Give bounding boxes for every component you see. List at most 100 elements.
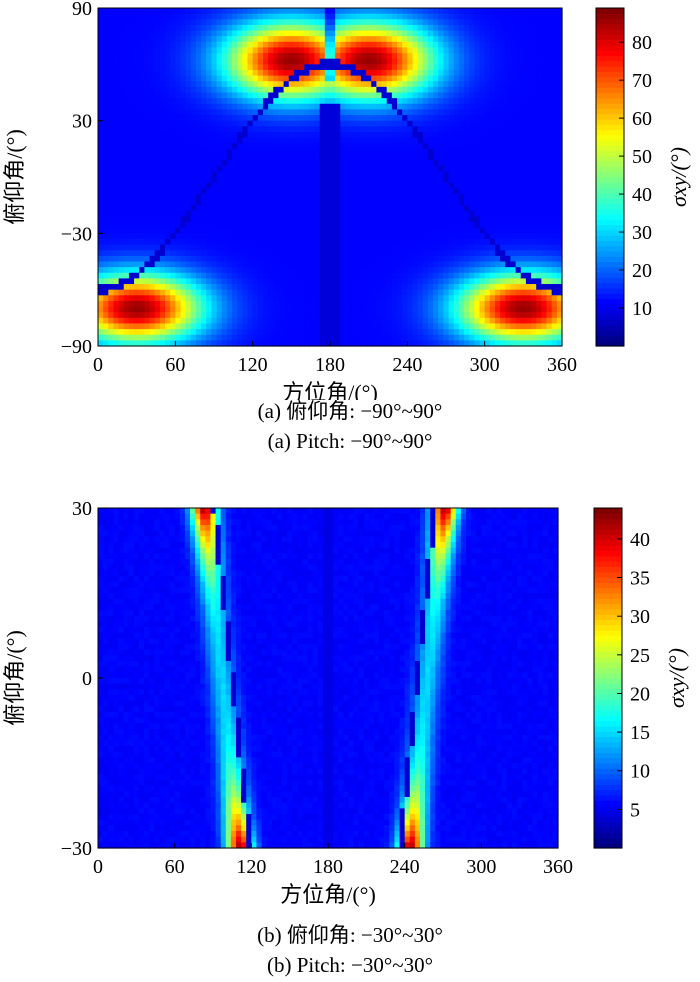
heatmap-cell — [433, 70, 439, 76]
heatmap-cell — [160, 250, 166, 256]
heatmap-cell — [196, 318, 202, 324]
heatmap-cell — [211, 171, 217, 177]
heatmap-cell — [232, 143, 238, 149]
heatmap-cell — [474, 59, 480, 65]
heatmap-cell — [418, 126, 424, 132]
heatmap-cell — [443, 278, 449, 284]
heatmap-cell — [454, 149, 460, 155]
heatmap-cell — [248, 177, 254, 183]
heatmap-cell — [232, 121, 238, 127]
heatmap-cell — [495, 126, 501, 132]
heatmap-cell — [227, 98, 233, 104]
heatmap-cell — [449, 25, 455, 31]
heatmap-cell — [325, 8, 331, 14]
heatmap-cell — [222, 245, 228, 251]
heatmap-cell — [175, 19, 181, 25]
heatmap-cell — [340, 245, 346, 251]
heatmap-cell — [330, 188, 336, 194]
heatmap-cell — [402, 14, 408, 20]
heatmap-cell — [165, 256, 171, 262]
heatmap-cell — [315, 81, 321, 87]
heatmap-cell — [196, 307, 202, 313]
heatmap-cell — [387, 59, 393, 65]
heatmap-cell — [237, 14, 243, 20]
heatmap-cell — [376, 200, 382, 206]
heatmap-cell — [191, 126, 197, 132]
heatmap-cell — [325, 87, 331, 93]
heatmap-cell — [428, 154, 434, 160]
heatmap-cell — [108, 8, 114, 14]
heatmap-cell — [180, 19, 186, 25]
heatmap-cell — [366, 154, 372, 160]
heatmap-cell — [124, 98, 130, 104]
heatmap-cell — [98, 70, 104, 76]
heatmap-cell — [325, 25, 331, 31]
heatmap-cell — [454, 104, 460, 110]
heatmap-cell — [180, 81, 186, 87]
heatmap-cell — [201, 200, 207, 206]
heatmap-cell — [371, 183, 377, 189]
heatmap-cell — [253, 160, 259, 166]
heatmap-cell — [160, 239, 166, 245]
heatmap-cell — [124, 166, 130, 172]
heatmap-cell — [351, 64, 357, 70]
heatmap-cell — [438, 262, 444, 268]
heatmap-cell — [289, 109, 295, 115]
heatmap-cell — [304, 284, 310, 290]
heatmap-cell — [325, 273, 331, 279]
heatmap-cell — [345, 143, 351, 149]
heatmap-cell — [191, 171, 197, 177]
heatmap-cell — [423, 76, 429, 82]
heatmap-cell — [253, 31, 259, 37]
heatmap-cell — [412, 64, 418, 70]
heatmap-cell — [330, 318, 336, 324]
heatmap-cell — [186, 126, 192, 132]
heatmap-cell — [480, 81, 486, 87]
heatmap-cell — [139, 47, 145, 53]
heatmap-cell — [376, 98, 382, 104]
heatmap-cell — [180, 166, 186, 172]
heatmap-cell — [278, 31, 284, 37]
heatmap-cell — [392, 42, 398, 48]
heatmap-cell — [180, 239, 186, 245]
heatmap-cell — [382, 154, 388, 160]
heatmap-cell — [495, 222, 501, 228]
heatmap-cell — [263, 301, 269, 307]
heatmap-cell — [186, 290, 192, 296]
heatmap-cell — [175, 143, 181, 149]
heatmap-cell — [387, 323, 393, 329]
heatmap-cell — [263, 205, 269, 211]
heatmap-cell — [407, 307, 413, 313]
heatmap-cell — [387, 228, 393, 234]
heatmap-cell — [253, 284, 259, 290]
heatmap-cell — [294, 222, 300, 228]
heatmap-cell — [299, 329, 305, 335]
heatmap-cell — [382, 87, 388, 93]
heatmap-cell — [134, 295, 140, 301]
heatmap-cell — [98, 36, 104, 42]
heatmap-cell — [201, 87, 207, 93]
heatmap-cell — [485, 233, 491, 239]
heatmap-cell — [124, 290, 130, 296]
heatmap-cell — [289, 25, 295, 31]
heatmap-cell — [98, 233, 104, 239]
heatmap-cell — [340, 143, 346, 149]
heatmap-cell — [248, 233, 254, 239]
heatmap-cell — [191, 323, 197, 329]
heatmap-cell — [253, 335, 259, 341]
heatmap-cell — [191, 284, 197, 290]
heatmap-cell — [103, 273, 109, 279]
heatmap-cell — [144, 160, 150, 166]
heatmap-cell — [500, 318, 506, 324]
heatmap-cell — [191, 211, 197, 217]
heatmap-cell — [340, 250, 346, 256]
heatmap-cell — [144, 121, 150, 127]
heatmap-cell — [387, 104, 393, 110]
heatmap-cell — [211, 36, 217, 42]
heatmap-cell — [402, 166, 408, 172]
heatmap-cell — [201, 284, 207, 290]
heatmap-cell — [180, 233, 186, 239]
heatmap-cell — [289, 166, 295, 172]
heatmap-cell — [309, 132, 315, 138]
heatmap-cell — [289, 171, 295, 177]
